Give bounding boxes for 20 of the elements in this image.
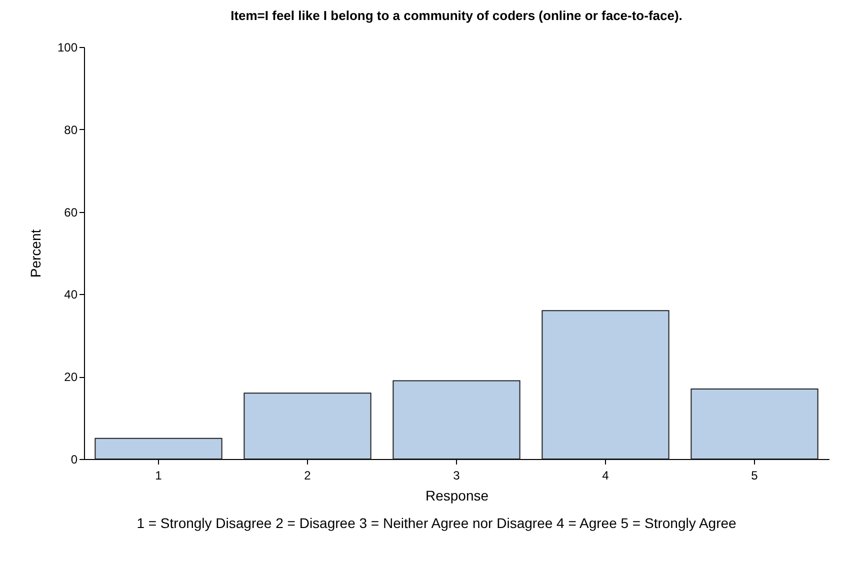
x-tick-label: 5: [751, 468, 758, 482]
x-tick-label: 3: [453, 468, 460, 482]
y-tick-label: 20: [64, 370, 78, 384]
x-tick-label: 1: [155, 468, 162, 482]
bar: [244, 392, 372, 460]
bar: [690, 388, 818, 460]
bar: [94, 438, 222, 460]
y-tick-label: 40: [64, 288, 78, 302]
y-tick-label: 80: [64, 122, 78, 137]
x-tick-label: 4: [602, 468, 610, 482]
chart-title: Item=I feel like I belong to a community of coders (online or face-to-face).: [230, 8, 682, 23]
x-axis-title: Response: [425, 488, 489, 504]
y-tick-label: 60: [64, 205, 78, 220]
y-axis-title: Percent: [27, 229, 44, 278]
bar: [392, 380, 520, 460]
y-tick-label: 0: [70, 452, 78, 466]
x-tick-label: 2: [304, 468, 312, 482]
y-tick-label: 100: [57, 40, 78, 54]
bar: [542, 310, 670, 460]
text: 1 = Strongly Disagree 2 = Disagree 3 = Neither Agree nor Disagree 4 = Agree 5 = Strongly Agree: [136, 515, 737, 531]
